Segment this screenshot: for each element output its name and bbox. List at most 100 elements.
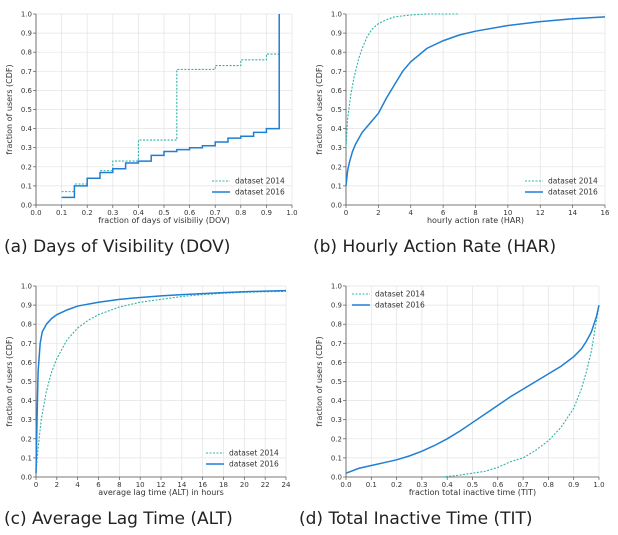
x-axis-label: fraction of days of visibiliy (DOV) xyxy=(98,216,230,225)
y-tick-label: 0.6 xyxy=(21,359,33,367)
y-tick-label: 0.1 xyxy=(331,454,342,462)
x-tick-label: 14 xyxy=(177,481,186,489)
figure-caption: (c) Average Lag Time (ALT) xyxy=(4,509,233,529)
chart-panel-3: 0.0 0.1 0.2 0.3 0.4 0.5 0.6 0.7 0.8 0.9 1.0 0.0 0.1 0… xyxy=(299,283,605,530)
x-tick-label: 1.0 xyxy=(286,209,297,217)
y-tick-label: 0.4 xyxy=(21,397,33,405)
x-tick-label: 22 xyxy=(261,481,270,489)
x-tick-label: 18 xyxy=(219,481,228,489)
y-tick-label: 1.0 xyxy=(21,283,32,291)
series-line-2016 xyxy=(61,14,280,199)
x-tick-label: 2 xyxy=(376,209,380,217)
x-tick-label: 10 xyxy=(136,481,145,489)
x-tick-label: 24 xyxy=(282,481,291,489)
x-tick-label: 12 xyxy=(536,209,545,217)
y-tick-label: 1.0 xyxy=(331,11,342,19)
x-tick-label: 0.8 xyxy=(235,209,246,217)
y-tick-label: 0.7 xyxy=(331,68,342,76)
y-tick-label: 0.3 xyxy=(331,144,342,152)
legend-label: dataset 2014 xyxy=(375,290,425,299)
y-tick-label: 0.5 xyxy=(331,378,342,386)
y-tick-label: 0.2 xyxy=(331,163,342,171)
y-tick-label: 0.4 xyxy=(331,397,343,405)
chart-panel-1: 0 2 4 6 8 10 12 14 16 0.0 0.1 0.2 0.3 0.4 0.5 0.6 0.7 0.8… xyxy=(313,11,610,258)
legend-label: dataset 2014 xyxy=(235,177,285,186)
legend-label: dataset 2016 xyxy=(235,188,285,197)
y-tick-label: 0.3 xyxy=(331,416,342,424)
y-tick-label: 0.0 xyxy=(21,474,32,482)
x-axis-label: hourly action rate (HAR) xyxy=(427,216,524,225)
y-tick-label: 0.4 xyxy=(331,125,343,133)
y-tick-label: 0.7 xyxy=(21,340,32,348)
y-tick-label: 0.1 xyxy=(21,182,32,190)
y-tick-label: 0.2 xyxy=(21,435,32,443)
x-tick-label: 12 xyxy=(157,481,166,489)
y-axis-label: fraction of users (CDF) xyxy=(315,64,324,154)
y-tick-label: 0.3 xyxy=(21,144,32,152)
y-tick-label: 0.9 xyxy=(331,30,342,38)
y-tick-label: 0.9 xyxy=(21,302,32,310)
chart-panel-0: 0.0 0.1 0.2 0.3 0.4 0.5 0.6 0.7 0.8 0.9 1.0 0.0 0.1 0… xyxy=(4,11,298,258)
y-tick-label: 0.0 xyxy=(331,474,342,482)
y-tick-label: 0.7 xyxy=(331,340,342,348)
x-tick-label: 0.5 xyxy=(158,209,169,217)
x-tick-label: 0.2 xyxy=(391,481,402,489)
x-tick-label: 0.5 xyxy=(467,481,478,489)
y-tick-label: 0.2 xyxy=(21,163,32,171)
legend-label: dataset 2016 xyxy=(375,301,425,310)
x-tick-label: 4 xyxy=(409,209,414,217)
y-tick-label: 0.8 xyxy=(331,321,342,329)
x-tick-label: 2 xyxy=(55,481,59,489)
y-tick-label: 1.0 xyxy=(331,283,342,291)
x-tick-label: 6 xyxy=(96,481,101,489)
y-tick-label: 0.0 xyxy=(331,202,342,210)
series-line-2016 xyxy=(345,16,606,186)
y-tick-label: 0.2 xyxy=(331,435,342,443)
x-tick-label: 0.1 xyxy=(56,209,67,217)
y-tick-label: 0.5 xyxy=(21,106,32,114)
y-tick-label: 0.5 xyxy=(331,106,342,114)
x-tick-label: 0 xyxy=(34,481,38,489)
x-tick-label: 0.7 xyxy=(210,209,221,217)
y-tick-label: 0.1 xyxy=(331,182,342,190)
x-tick-label: 0.7 xyxy=(518,481,529,489)
x-tick-label: 0.6 xyxy=(184,209,196,217)
x-tick-label: 8 xyxy=(473,209,477,217)
chart-panel-2: 0 2 4 6 8 10 12 14 16 18 20 22 240.00.10.20.30.40.50… xyxy=(4,283,291,530)
y-tick-label: 0.7 xyxy=(21,68,32,76)
x-tick-label: 0.6 xyxy=(492,481,504,489)
figure-caption: (a) Days of Visibility (DOV) xyxy=(4,237,230,257)
legend-label: dataset 2014 xyxy=(229,449,279,458)
x-tick-label: 0.0 xyxy=(30,209,41,217)
x-tick-label: 14 xyxy=(568,209,577,217)
legend-label: dataset 2014 xyxy=(548,177,598,186)
x-tick-label: 0.4 xyxy=(442,481,454,489)
y-axis-label: fraction of users (CDF) xyxy=(5,64,14,154)
x-tick-label: 8 xyxy=(117,481,121,489)
x-tick-label: 0.8 xyxy=(543,481,554,489)
y-axis-label: fraction of users (CDF) xyxy=(315,336,324,426)
y-tick-label: 0.3 xyxy=(21,416,32,424)
x-tick-label: 0.2 xyxy=(82,209,93,217)
y-tick-label: 0.8 xyxy=(331,49,342,57)
series-line-2016 xyxy=(345,304,600,474)
y-tick-label: 0.4 xyxy=(21,125,33,133)
x-tick-label: 10 xyxy=(503,209,512,217)
x-tick-label: 6 xyxy=(441,209,446,217)
y-tick-label: 0.1 xyxy=(21,454,32,462)
x-tick-label: 0.9 xyxy=(568,481,579,489)
x-tick-label: 16 xyxy=(601,209,610,217)
x-tick-label: 0.4 xyxy=(133,209,145,217)
x-tick-label: 0.3 xyxy=(416,481,427,489)
x-tick-label: 1.0 xyxy=(593,481,604,489)
legend-label: dataset 2016 xyxy=(229,460,279,469)
x-axis-label: fraction total inactive time (TIT) xyxy=(409,488,536,497)
series-line-2014 xyxy=(345,13,460,148)
y-tick-label: 0.6 xyxy=(21,87,33,95)
figure-caption: (d) Total Inactive Time (TIT) xyxy=(299,509,532,529)
y-tick-label: 0.9 xyxy=(331,302,342,310)
y-tick-label: 0.9 xyxy=(21,30,32,38)
y-tick-label: 0.5 xyxy=(21,378,32,386)
series-line-2016 xyxy=(35,289,287,474)
